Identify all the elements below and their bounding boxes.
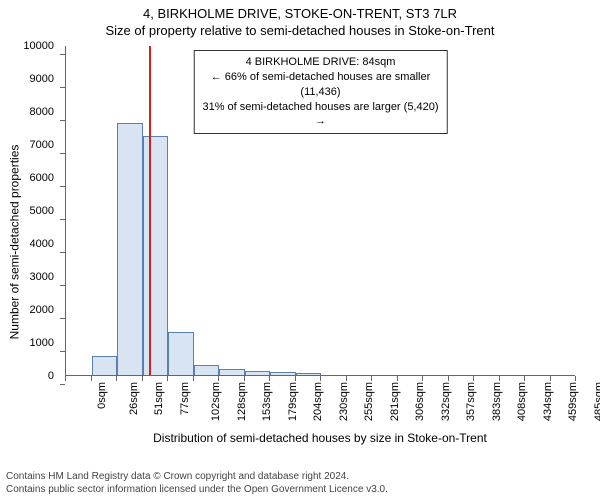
plot-area: 4 BIRKHOLME DRIVE: 84sqm ← 66% of semi-d…	[65, 46, 575, 376]
x-tick-label: 230sqm	[338, 382, 350, 421]
x-tick-label: 179sqm	[287, 382, 299, 421]
x-tick-label: 281sqm	[389, 382, 401, 421]
y-axis-ticks: 0100020003000400050006000700080009000100…	[0, 46, 60, 376]
histogram-bar	[117, 123, 143, 375]
x-tick-mark	[422, 376, 423, 381]
x-tick-label: 77sqm	[179, 382, 191, 415]
x-tick-mark	[269, 376, 270, 381]
x-tick-label: 255sqm	[363, 382, 375, 421]
y-tick-label: 4000	[30, 238, 54, 250]
x-tick-label: 128sqm	[236, 382, 248, 421]
x-tick-label: 204sqm	[312, 382, 324, 421]
histogram-bar	[143, 136, 169, 375]
x-tick-label: 0sqm	[96, 382, 108, 409]
histogram-bar	[245, 371, 271, 375]
marker-line	[149, 46, 151, 375]
x-tick-mark	[218, 376, 219, 381]
x-tick-mark	[550, 376, 551, 381]
annotation-line3: 31% of semi-detached houses are larger (…	[202, 100, 439, 130]
x-tick-label: 357sqm	[465, 382, 477, 421]
x-tick-mark	[244, 376, 245, 381]
annotation-line1: 4 BIRKHOLME DRIVE: 84sqm	[202, 55, 439, 70]
x-tick-label: 102sqm	[210, 382, 222, 421]
x-tick-label: 459sqm	[567, 382, 579, 421]
x-tick-mark	[193, 376, 194, 381]
x-tick-label: 485sqm	[593, 382, 600, 421]
x-tick-label: 434sqm	[542, 382, 554, 421]
x-tick-mark	[65, 376, 66, 381]
y-tick-label: 8000	[30, 106, 54, 118]
x-tick-mark	[473, 376, 474, 381]
x-axis-ticks: 0sqm 26sqm 51sqm 77sqm 102sqm 128sqm 153sqm 179…	[65, 376, 575, 431]
x-tick-mark	[448, 376, 449, 381]
x-tick-mark	[397, 376, 398, 381]
y-tick-label: 10000	[23, 40, 54, 52]
x-tick-mark	[116, 376, 117, 381]
y-tick-label: 7000	[30, 139, 54, 151]
page-title-line2: Size of property relative to semi-detach…	[0, 23, 600, 38]
x-tick-mark	[320, 376, 321, 381]
footer: Contains HM Land Registry data © Crown c…	[0, 470, 600, 496]
footer-line1: Contains HM Land Registry data © Crown c…	[0, 470, 600, 483]
x-axis-label: Distribution of semi-detached houses by …	[65, 431, 575, 445]
x-tick-mark	[295, 376, 296, 381]
y-tick-label: 5000	[30, 205, 54, 217]
y-tick-label: 2000	[30, 304, 54, 316]
histogram-bar	[219, 369, 245, 375]
y-tick-label: 6000	[30, 172, 54, 184]
y-tick-label: 0	[48, 370, 54, 382]
x-tick-mark	[524, 376, 525, 381]
x-tick-mark	[91, 376, 92, 381]
x-tick-label: 332sqm	[440, 382, 452, 421]
x-tick-mark	[167, 376, 168, 381]
x-tick-mark	[499, 376, 500, 381]
y-tick-label: 9000	[30, 73, 54, 85]
histogram-bar	[92, 356, 118, 375]
annotation-line2: ← 66% of semi-detached houses are smalle…	[202, 70, 439, 100]
x-tick-mark	[346, 376, 347, 381]
x-tick-label: 26sqm	[128, 382, 140, 415]
x-tick-label: 383sqm	[491, 382, 503, 421]
y-tick-label: 3000	[30, 271, 54, 283]
annotation-box: 4 BIRKHOLME DRIVE: 84sqm ← 66% of semi-d…	[193, 50, 448, 134]
x-tick-label: 51sqm	[153, 382, 165, 415]
chart: Number of semi-detached properties 01000…	[0, 38, 600, 445]
histogram-bar	[194, 365, 220, 375]
histogram-bar	[296, 373, 322, 375]
page-title-line1: 4, BIRKHOLME DRIVE, STOKE-ON-TRENT, ST3 …	[0, 6, 600, 21]
x-tick-mark	[371, 376, 372, 381]
x-tick-label: 306sqm	[414, 382, 426, 421]
x-tick-label: 408sqm	[516, 382, 528, 421]
y-tick-label: 1000	[30, 337, 54, 349]
histogram-bar	[270, 372, 296, 375]
histogram-bar	[168, 332, 194, 375]
x-tick-mark	[575, 376, 576, 381]
x-tick-mark	[142, 376, 143, 381]
x-tick-label: 153sqm	[261, 382, 273, 421]
footer-line2: Contains public sector information licen…	[0, 483, 600, 496]
